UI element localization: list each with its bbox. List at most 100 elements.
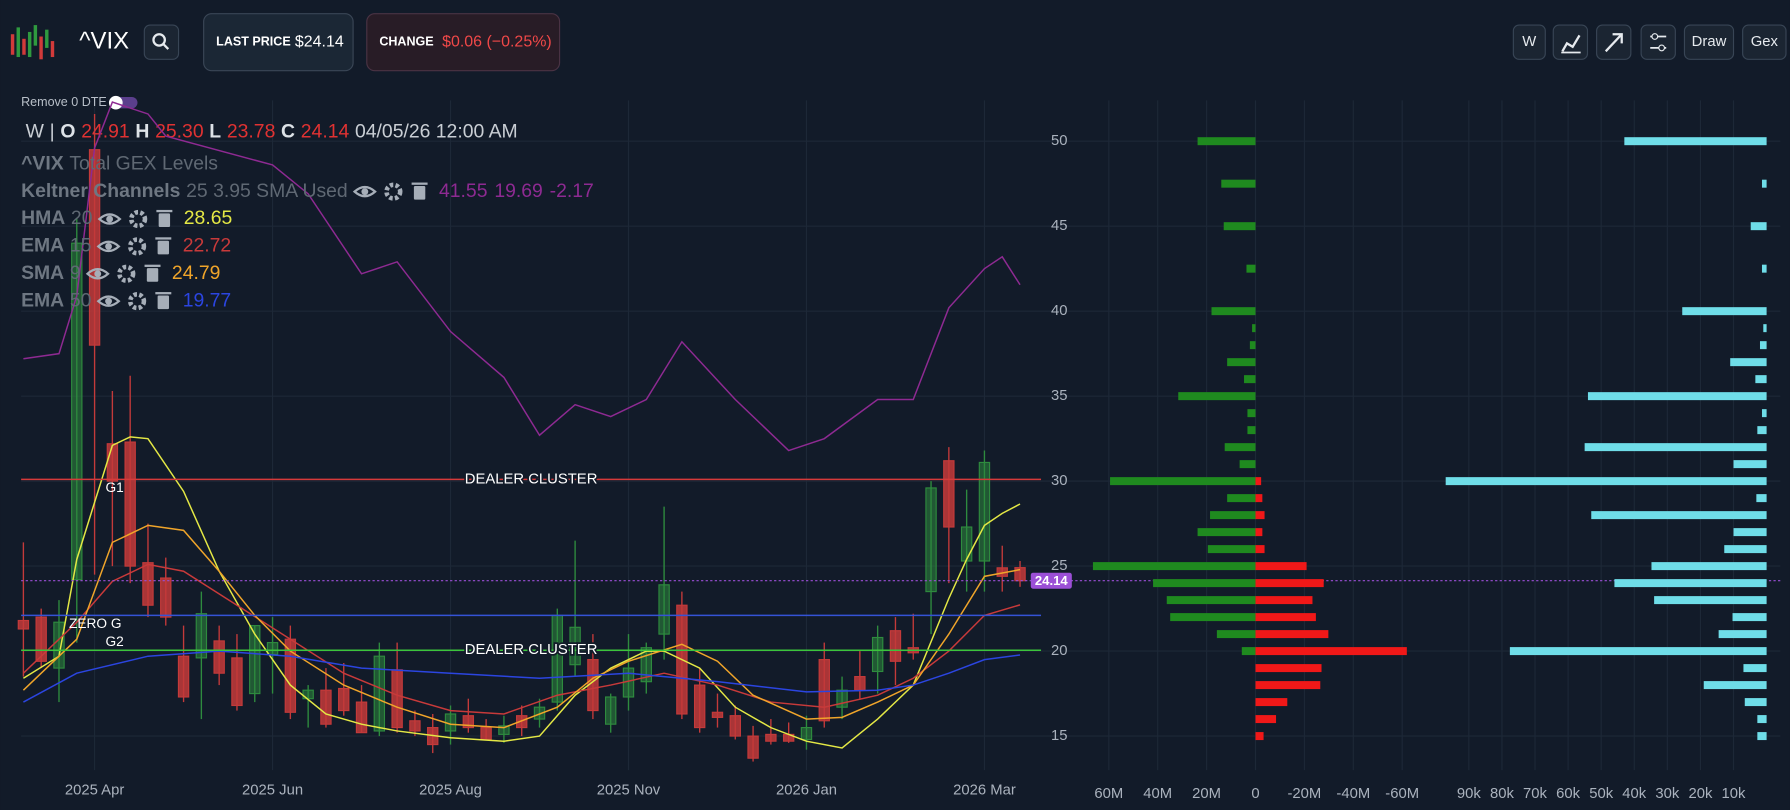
gex-bar	[1703, 681, 1767, 690]
delete-toggle[interactable]	[411, 182, 428, 200]
gex-bar	[1445, 477, 1767, 486]
indicator-button[interactable]	[1552, 24, 1589, 60]
indicator-label: Total GEX Levels	[69, 152, 218, 174]
gex-button[interactable]: Gex	[1742, 24, 1787, 60]
indicator-name: Keltner Channels	[21, 180, 180, 202]
indicator-value: 41.55	[439, 180, 488, 202]
x-tick-label: 80k	[1490, 786, 1514, 802]
delete-toggle[interactable]	[155, 292, 172, 310]
candle-body	[142, 562, 154, 606]
candle-body	[925, 487, 937, 593]
candle-body	[409, 720, 421, 732]
ohlc-close: 24.14	[301, 120, 350, 142]
candle-body	[516, 715, 528, 729]
gex-bar	[1759, 341, 1767, 350]
gex-bar	[1241, 647, 1256, 656]
gex-bar	[1732, 613, 1767, 622]
last-price-value: 24.14	[1035, 573, 1069, 588]
indicator-value: 22.72	[183, 235, 232, 257]
settings-toggle[interactable]	[117, 264, 136, 283]
candle-body	[658, 584, 670, 635]
gex-bar	[1255, 494, 1263, 503]
visibility-toggle[interactable]	[96, 240, 121, 253]
x-tick-label: -40M	[1336, 786, 1370, 802]
visibility-toggle[interactable]	[96, 295, 121, 307]
trash-lid	[144, 264, 161, 267]
settings-button[interactable]	[1640, 24, 1676, 60]
arrow-button[interactable]	[1596, 24, 1632, 60]
gear-hub	[135, 216, 141, 222]
gex-bar	[1718, 630, 1767, 639]
ohlc-datetime: 04/05/26 12:00 AM	[355, 120, 518, 142]
candle-body	[569, 626, 581, 666]
gex-bar	[1761, 264, 1767, 273]
gex-bar	[1239, 460, 1256, 469]
gex-bar	[1247, 409, 1256, 418]
trash-lid	[155, 292, 172, 295]
candle-body	[978, 461, 991, 562]
period-button[interactable]: W	[1512, 24, 1546, 60]
gear-hub	[124, 271, 129, 277]
gex-bar	[1255, 732, 1264, 741]
draw-button[interactable]: Draw	[1683, 24, 1735, 60]
visibility-toggle[interactable]	[85, 268, 110, 280]
gex-bar	[1750, 222, 1767, 231]
indicator-value: 19.77	[183, 289, 232, 311]
last-price-box: LAST PRICE $24.14	[203, 13, 354, 72]
candle-body	[693, 684, 706, 729]
search-button[interactable]	[143, 24, 180, 60]
candle-body	[551, 614, 564, 703]
ohlc-close-label: C	[281, 120, 295, 142]
settings-toggle[interactable]	[127, 237, 147, 256]
gear-hub	[134, 244, 140, 249]
candle-body	[462, 715, 475, 729]
x-tick-label: 50k	[1589, 786, 1613, 802]
x-tick-label: 70k	[1523, 786, 1547, 802]
gex-bar	[1210, 511, 1256, 520]
candle-body	[160, 577, 172, 618]
x-tick-label: 90k	[1457, 786, 1481, 802]
y-tick-label: 40	[1051, 303, 1068, 319]
change: $0.06 (−0.25%)	[442, 33, 552, 50]
candle-body	[231, 657, 243, 707]
last-price-label: LAST PRICE	[216, 35, 290, 49]
candle-body	[1014, 567, 1026, 582]
gex-bar	[1246, 264, 1256, 273]
gex-bar	[1509, 647, 1767, 656]
settings-toggle[interactable]	[127, 292, 147, 311]
gex-bar	[1654, 596, 1767, 605]
gear-icon	[384, 182, 403, 201]
gex-bar	[1255, 562, 1307, 571]
gex-bar	[1110, 477, 1256, 486]
candle-body	[800, 727, 813, 741]
gex-bar	[1744, 698, 1767, 707]
y-tick-label: 45	[1051, 218, 1068, 234]
visibility-toggle[interactable]	[352, 185, 377, 198]
toggle-label: Remove 0 DTE	[21, 95, 107, 109]
indicator-name: HMA	[21, 207, 65, 229]
settings-toggle[interactable]	[384, 182, 403, 201]
gear-hub	[391, 189, 396, 194]
candle-body	[17, 619, 30, 630]
delete-toggle[interactable]	[144, 264, 161, 282]
delete-toggle[interactable]	[156, 209, 173, 228]
visibility-toggle[interactable]	[97, 213, 122, 225]
settings-toggle[interactable]	[129, 209, 148, 229]
gex-bar	[1255, 647, 1407, 656]
gex-bar	[1755, 375, 1767, 384]
gex-bar	[1224, 443, 1256, 452]
gex-bar	[1249, 341, 1256, 350]
gex-bar	[1587, 392, 1767, 401]
x-tick-label: 2026 Jan	[776, 783, 837, 799]
ohlc-row: W | O 24.91 H 25.30 L 23.78 C 24.14 04/05/26 12:00…	[26, 120, 518, 142]
candle-body	[391, 669, 403, 729]
gex-bar	[1255, 528, 1263, 537]
indicator-line	[23, 101, 1021, 452]
delete-toggle[interactable]	[155, 237, 172, 255]
candle-body	[355, 701, 368, 734]
x-tick-label: 40M	[1143, 786, 1172, 802]
indicator-name: EMA	[21, 289, 64, 311]
gex-bar	[1252, 324, 1256, 333]
level-label: ZERO G	[69, 616, 121, 631]
y-tick-label: 25	[1051, 558, 1068, 574]
